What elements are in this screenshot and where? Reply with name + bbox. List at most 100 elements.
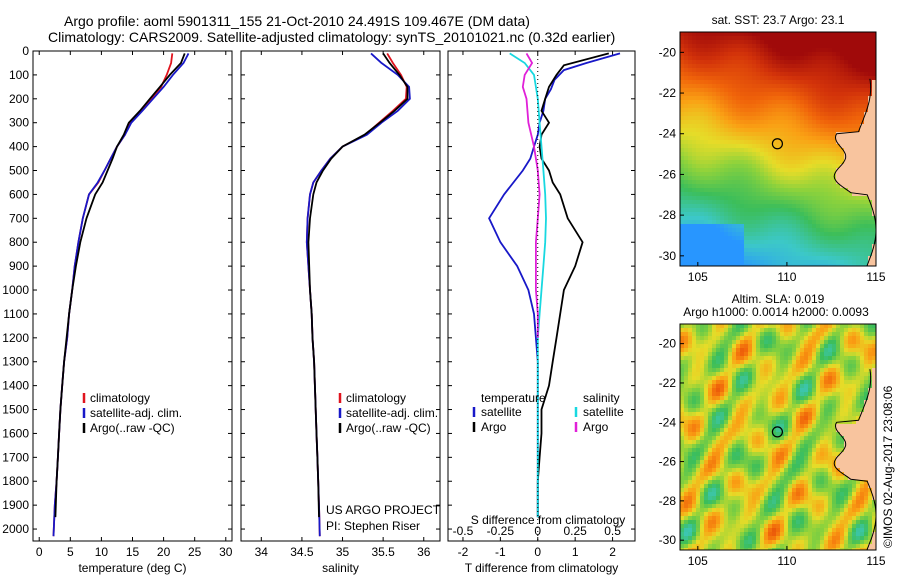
map-cell (744, 92, 749, 97)
map-cell (712, 476, 717, 481)
map-cell (840, 228, 845, 233)
map-cell (756, 428, 761, 433)
map-cell (760, 44, 765, 49)
map-cell (712, 416, 717, 421)
map-cell (780, 384, 785, 389)
map-cell (684, 132, 689, 137)
map-cell (780, 216, 785, 221)
map-cell (780, 392, 785, 397)
map-cell (800, 488, 805, 493)
map-cell (780, 132, 785, 137)
map-cell (760, 164, 765, 169)
map-cell (752, 116, 757, 121)
map-cell (700, 548, 705, 550)
map-field (680, 32, 876, 266)
map-cell (728, 132, 733, 137)
map-cell (740, 132, 745, 137)
map-cell (844, 116, 849, 121)
map-cell (756, 488, 761, 493)
map-cell (740, 164, 745, 169)
map-cell (740, 508, 745, 513)
map-cell (840, 248, 845, 253)
map-cell (720, 264, 725, 266)
map-cell (736, 444, 741, 449)
map-cell (780, 528, 785, 533)
map-cell (768, 540, 773, 545)
map-cell (728, 252, 733, 257)
map-cell (804, 256, 809, 261)
map-cell (760, 380, 765, 385)
map-cell (684, 480, 689, 485)
map-cell (708, 172, 713, 177)
map-cell (792, 248, 797, 253)
map-cell (720, 72, 725, 77)
map-cell (712, 60, 717, 65)
map-cell (860, 240, 865, 245)
map-cell (712, 408, 717, 413)
map-cell (700, 68, 705, 73)
map-cell (784, 328, 789, 333)
map-cell (740, 104, 745, 109)
map-cell (740, 324, 745, 329)
map-cell (820, 236, 825, 241)
map-cell (780, 108, 785, 113)
map-cell (860, 164, 865, 169)
map-cell (692, 436, 697, 441)
map-cell (704, 460, 709, 465)
map-cell (816, 236, 821, 241)
map-cell (692, 416, 697, 421)
map-cell (772, 260, 777, 265)
map-cell (780, 464, 785, 469)
map-cell (764, 68, 769, 73)
map-cell (704, 136, 709, 141)
map-cell (760, 80, 765, 85)
map-cell (796, 412, 801, 417)
map-cell (720, 472, 725, 477)
map-cell (740, 464, 745, 469)
map-cell (844, 40, 849, 45)
map-cell (736, 484, 741, 489)
map-cell (732, 108, 737, 113)
map-cell (704, 228, 709, 233)
map-cell (724, 504, 729, 509)
map-cell (716, 228, 721, 233)
map-cell (792, 336, 797, 341)
map-cell (684, 332, 689, 337)
map-cell (720, 440, 725, 445)
map-cell (808, 332, 813, 337)
map-cell (692, 64, 697, 69)
map-cell (780, 104, 785, 109)
map-cell (812, 76, 817, 81)
map-cell (720, 172, 725, 177)
map-cell (744, 208, 749, 213)
map-cell (680, 492, 685, 497)
map-cell (692, 540, 697, 545)
map-cell (776, 116, 781, 121)
map-cell (760, 128, 765, 133)
map-cell (776, 48, 781, 53)
map-cell (752, 492, 757, 497)
map-cell (680, 140, 685, 145)
map-cell (688, 40, 693, 45)
map-cell (764, 128, 769, 133)
map-cell (792, 208, 797, 213)
map-cell (732, 92, 737, 97)
map-cell (780, 404, 785, 409)
map-cell (724, 240, 729, 245)
map-cell (736, 64, 741, 69)
map-cell (828, 248, 833, 253)
map-cell (872, 76, 876, 81)
map-cell (724, 196, 729, 201)
map-cell (784, 32, 789, 37)
map-cell (800, 148, 805, 153)
map-cell (836, 100, 841, 105)
map-cell (844, 232, 849, 237)
map-cell (836, 152, 841, 157)
map-cell (712, 412, 717, 417)
map-cell (800, 328, 805, 333)
map-cell (788, 520, 793, 525)
map-cell (788, 60, 793, 65)
map-cell (704, 452, 709, 457)
map-cell (868, 212, 873, 217)
